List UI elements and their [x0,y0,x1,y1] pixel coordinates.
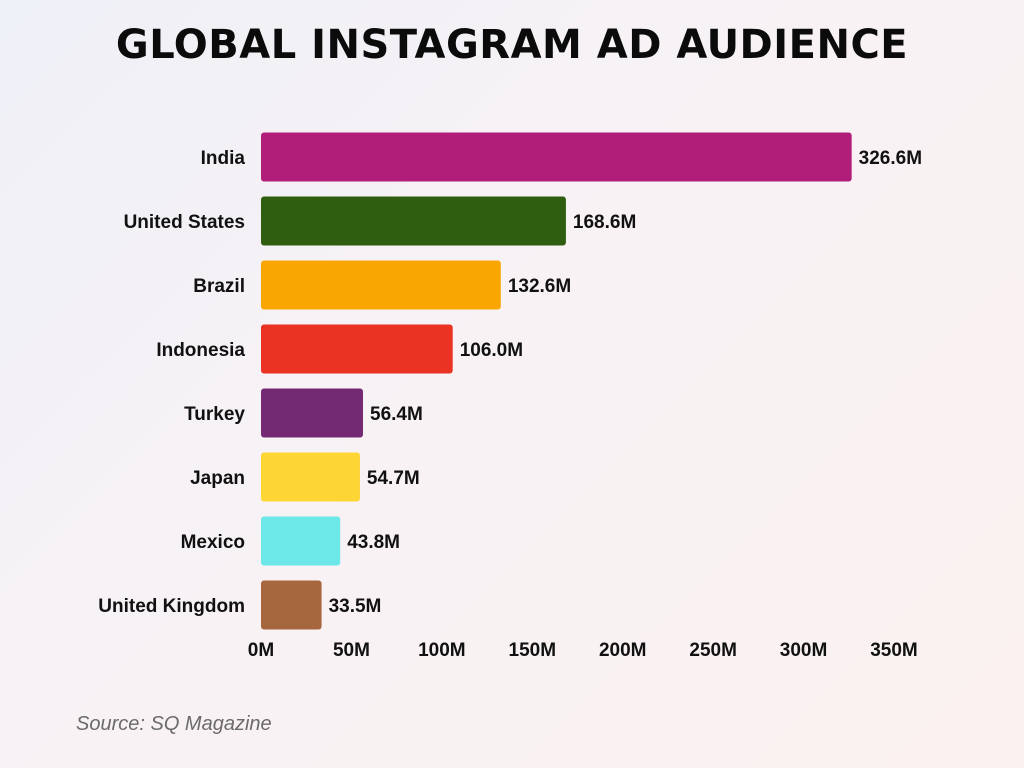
chart-title: GLOBAL INSTAGRAM AD AUDIENCE [115,22,909,68]
value-label: 54.7M [367,468,420,489]
category-label: Turkey [184,404,245,425]
x-tick-label: 100M [418,640,466,661]
x-tick-label: 200M [599,640,647,661]
category-label: United States [124,212,245,233]
bar-indonesia [261,324,453,374]
bar-turkey [261,388,364,438]
category-label: Brazil [193,276,245,297]
category-label: United Kingdom [98,596,245,617]
source-note: Source: SQ Magazine [76,713,272,735]
x-tick-label: 0M [248,640,274,661]
value-label: 33.5M [329,596,382,617]
category-label: Mexico [181,532,245,553]
value-label: 56.4M [370,404,423,425]
value-label: 168.6M [573,212,636,233]
category-label: Indonesia [156,340,245,361]
bar-japan [261,452,360,502]
bar-united-kingdom [261,580,322,630]
value-label: 106.0M [460,340,523,361]
bar-mexico [261,516,341,566]
category-label: India [201,148,246,169]
x-tick-label: 50M [333,640,370,661]
value-label: 132.6M [508,276,571,297]
x-tick-label: 300M [780,640,828,661]
x-tick-label: 250M [689,640,737,661]
bar-india [261,132,852,182]
x-tick-label: 150M [509,640,557,661]
value-label: 43.8M [347,532,400,553]
category-label: Japan [190,468,245,489]
bar-united-states [261,196,566,246]
value-label: 326.6M [859,148,922,169]
bar-brazil [261,260,501,310]
x-tick-label: 350M [870,640,918,661]
